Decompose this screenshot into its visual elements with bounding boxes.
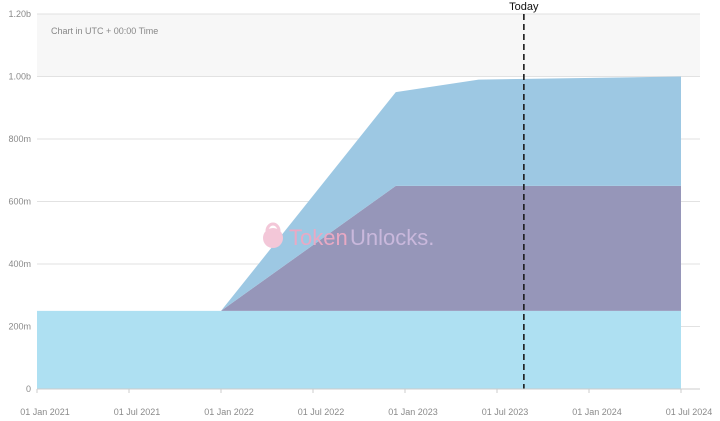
x-tick-label: 01 Jul 2024 — [666, 407, 713, 417]
watermark-text-1: Token — [289, 225, 348, 250]
x-tick-label: 01 Jul 2022 — [298, 407, 345, 417]
x-tick-label: 01 Jan 2024 — [572, 407, 622, 417]
x-tick-label: 01 Jul 2021 — [114, 407, 161, 417]
x-tick-label: 01 Jan 2023 — [388, 407, 438, 417]
x-tick-label: 01 Jul 2023 — [482, 407, 529, 417]
y-tick-label: 400m — [8, 259, 31, 269]
y-tick-label: 1.20b — [8, 9, 31, 19]
watermark-text-2: Unlocks. — [350, 225, 434, 250]
y-tick-label: 800m — [8, 134, 31, 144]
area-series-2 — [37, 185, 681, 311]
y-tick-label: 0 — [26, 384, 31, 394]
y-tick-label: 600m — [8, 197, 31, 207]
x-tick-label: 01 Jan 2021 — [20, 407, 70, 417]
y-tick-label: 1.00b — [8, 72, 31, 82]
logo-lock-icon — [263, 228, 283, 248]
today-label: Today — [509, 1, 539, 13]
watermark: Token Unlocks. — [263, 222, 434, 250]
area-series-3 — [37, 76, 681, 311]
x-tick-label: 01 Jan 2022 — [204, 407, 254, 417]
plot-top-band — [37, 14, 700, 77]
area-series-1 — [37, 310, 681, 389]
timezone-note: Chart in UTC + 00:00 Time — [51, 26, 158, 36]
y-tick-label: 200m — [8, 322, 31, 332]
